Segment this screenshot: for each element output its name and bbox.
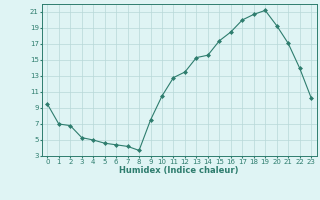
X-axis label: Humidex (Indice chaleur): Humidex (Indice chaleur) bbox=[119, 166, 239, 175]
